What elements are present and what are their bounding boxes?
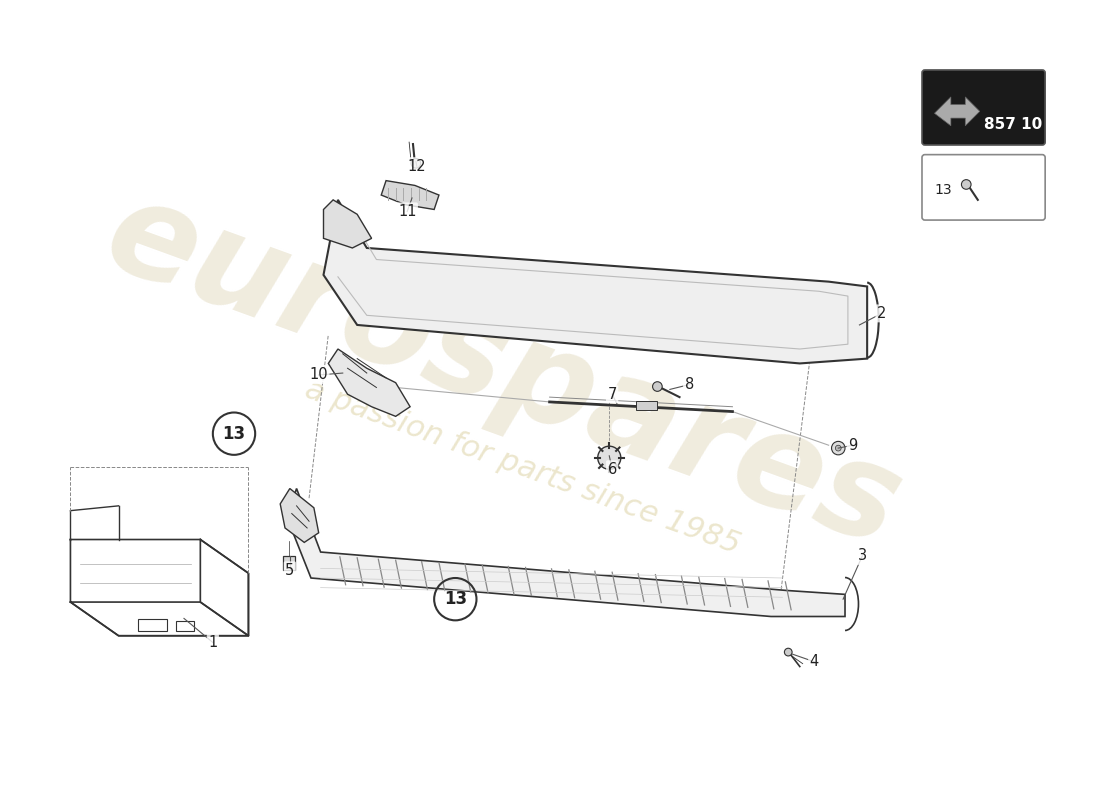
Text: 6: 6 — [607, 462, 617, 477]
Text: 7: 7 — [607, 386, 617, 402]
Text: 13: 13 — [935, 183, 953, 198]
Polygon shape — [323, 200, 867, 363]
Polygon shape — [323, 200, 372, 248]
Text: 3: 3 — [858, 548, 867, 563]
Circle shape — [597, 446, 620, 470]
Text: 4: 4 — [810, 654, 818, 670]
Bar — [283, 556, 295, 570]
Circle shape — [832, 442, 845, 455]
Text: 11: 11 — [398, 204, 417, 219]
Polygon shape — [382, 181, 439, 210]
Text: 1: 1 — [208, 635, 218, 650]
Bar — [138, 619, 167, 631]
Bar — [176, 622, 194, 631]
Text: 857 10: 857 10 — [983, 118, 1042, 132]
Text: 10: 10 — [309, 367, 328, 382]
Circle shape — [835, 446, 842, 451]
Circle shape — [784, 648, 792, 656]
Text: 9: 9 — [848, 438, 857, 453]
Text: 13: 13 — [443, 590, 466, 608]
Text: 8: 8 — [684, 377, 694, 392]
Text: eurospares: eurospares — [89, 169, 917, 574]
Text: 12: 12 — [407, 158, 426, 174]
Circle shape — [652, 382, 662, 391]
Polygon shape — [935, 97, 980, 126]
Bar — [636, 401, 658, 410]
Circle shape — [411, 158, 420, 168]
Text: a passion for parts since 1985: a passion for parts since 1985 — [301, 375, 745, 560]
Circle shape — [961, 180, 971, 190]
Polygon shape — [280, 489, 319, 542]
Text: 13: 13 — [222, 425, 245, 442]
Text: 2: 2 — [877, 306, 887, 321]
FancyBboxPatch shape — [922, 154, 1045, 220]
Polygon shape — [328, 349, 410, 416]
Text: 5: 5 — [285, 563, 295, 578]
Polygon shape — [287, 489, 845, 617]
FancyBboxPatch shape — [922, 70, 1045, 145]
